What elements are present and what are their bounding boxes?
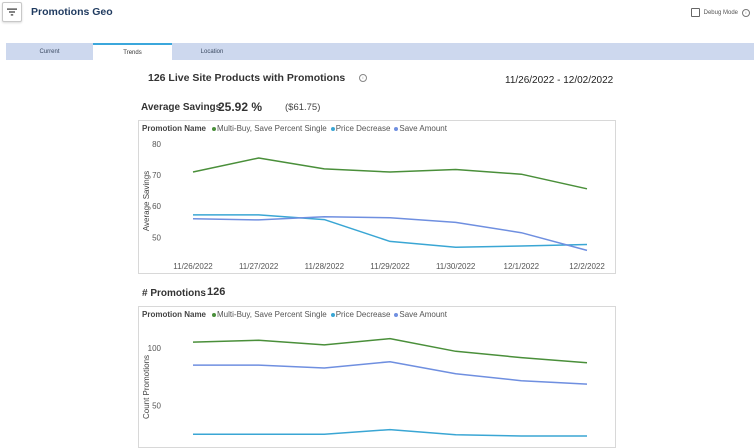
tab-trends[interactable]: Trends bbox=[93, 43, 172, 60]
x-tick-label: 11/27/2022 bbox=[239, 262, 279, 271]
average-savings-plot: 50 60 70 80 Average Savings 11/26/2022 11/27/2… bbox=[142, 140, 605, 271]
y-tick-label: 50 bbox=[152, 401, 161, 410]
legend-marker bbox=[330, 126, 335, 131]
series-line[interactable] bbox=[193, 428, 587, 437]
legend-item-multi-buy[interactable]: Multi-Buy, Save Percent Single bbox=[217, 310, 327, 319]
promotions-count-plot: 50 100 Count Promotions bbox=[142, 337, 588, 437]
average-savings-chart: Promotion Name Multi-Buy, Save Percent S… bbox=[138, 120, 616, 274]
average-savings-label: Average Savings bbox=[141, 102, 222, 113]
legend-item-save-amount[interactable]: Save Amount bbox=[399, 124, 447, 133]
legend-marker bbox=[212, 126, 217, 131]
filter-menu-button[interactable] bbox=[2, 2, 22, 22]
chart-legend: Promotion Name Multi-Buy, Save Percent S… bbox=[142, 124, 449, 133]
series-line[interactable] bbox=[193, 214, 588, 249]
legend-marker bbox=[330, 312, 335, 317]
series-line[interactable] bbox=[192, 216, 588, 252]
debug-mode-label: Debug Mode bbox=[703, 9, 738, 16]
x-tick-label: 11/30/2022 bbox=[436, 262, 476, 271]
legend-item-multi-buy[interactable]: Multi-Buy, Save Percent Single bbox=[217, 124, 327, 133]
y-tick-label: 100 bbox=[148, 344, 162, 353]
filter-icon bbox=[7, 8, 17, 16]
legend-item-save-amount[interactable]: Save Amount bbox=[399, 310, 447, 319]
tab-location[interactable]: Location bbox=[200, 48, 224, 55]
x-tick-label: 11/26/2022 bbox=[173, 262, 213, 271]
average-savings-amount: ($61.75) bbox=[285, 102, 321, 113]
series-line[interactable] bbox=[192, 157, 588, 190]
average-savings-value: 25.92 % bbox=[218, 100, 263, 114]
promotions-count-chart: Promotion Name Multi-Buy, Save Percent S… bbox=[138, 306, 616, 448]
info-icon[interactable]: i bbox=[359, 74, 367, 82]
summary-heading: 126 Live Site Products with Promotions bbox=[148, 72, 346, 84]
top-bar: Promotions Geo Debug Mode i bbox=[0, 0, 754, 42]
x-tick-label: 11/29/2022 bbox=[370, 262, 410, 271]
tab-bar: Current Trends Location bbox=[6, 43, 754, 60]
x-tick-label: 11/28/2022 bbox=[305, 262, 345, 271]
promotions-count-label: # Promotions bbox=[142, 288, 206, 299]
series-line[interactable] bbox=[193, 360, 588, 385]
debug-mode-toggle[interactable]: Debug Mode i bbox=[690, 8, 750, 17]
promotions-count-value: 126 bbox=[207, 286, 226, 298]
app-title: Promotions Geo bbox=[31, 6, 113, 18]
x-tick-label: 12/2/2022 bbox=[569, 262, 605, 271]
series-line[interactable] bbox=[192, 337, 588, 364]
y-tick-label: 80 bbox=[152, 140, 161, 149]
y-axis-label: Average Savings bbox=[142, 171, 151, 231]
x-tick-label: 12/1/2022 bbox=[504, 262, 540, 271]
y-axis-label: Count Promotions bbox=[142, 355, 151, 419]
y-tick-label: 60 bbox=[152, 202, 161, 211]
legend-marker bbox=[394, 126, 399, 131]
legend-marker bbox=[394, 312, 399, 317]
legend-title: Promotion Name bbox=[142, 310, 207, 319]
legend-title: Promotion Name bbox=[142, 124, 207, 133]
y-tick-label: 50 bbox=[152, 233, 161, 242]
y-tick-label: 70 bbox=[152, 171, 161, 180]
tab-current[interactable]: Current bbox=[39, 48, 60, 55]
legend-marker bbox=[212, 312, 217, 317]
debug-mode-checkbox[interactable] bbox=[690, 8, 700, 17]
legend-item-price-decrease[interactable]: Price Decrease bbox=[335, 310, 391, 319]
legend-item-price-decrease[interactable]: Price Decrease bbox=[335, 124, 391, 133]
chart-legend: Promotion Name Multi-Buy, Save Percent S… bbox=[142, 310, 449, 319]
date-range: 11/26/2022 - 12/02/2022 bbox=[505, 75, 614, 86]
info-icon[interactable]: i bbox=[742, 8, 750, 17]
